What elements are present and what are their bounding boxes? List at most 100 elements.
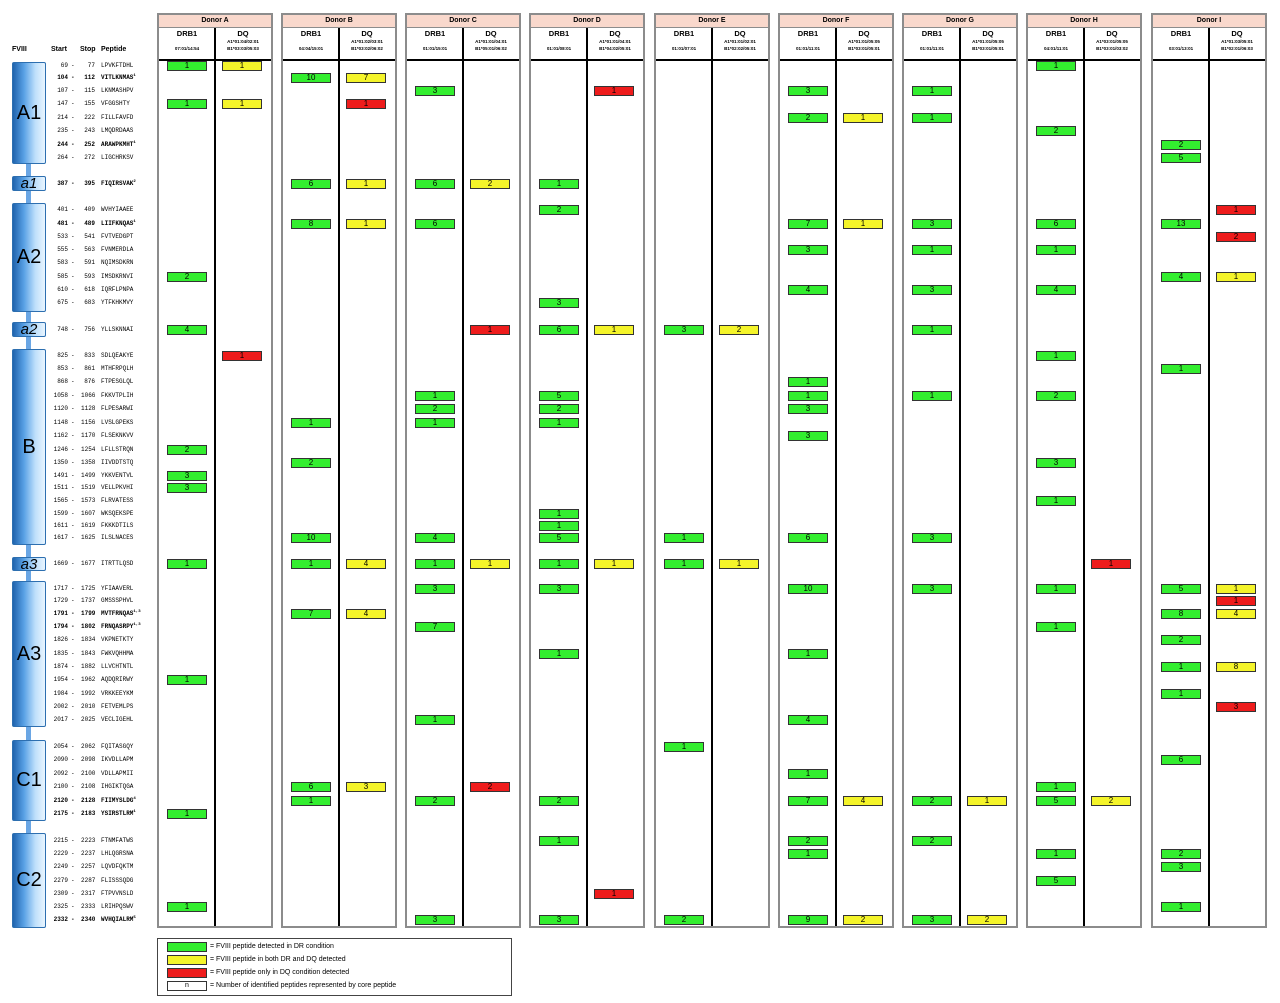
peptide-count-cell: 5: [1161, 153, 1201, 163]
column-divider: [1083, 28, 1085, 926]
range-dash: -: [71, 114, 75, 121]
spacer: [656, 38, 712, 45]
range-dash: -: [71, 743, 75, 750]
peptide-stop: 683: [84, 299, 95, 306]
peptide-start: 1599: [53, 510, 68, 517]
range-dash: -: [71, 837, 75, 844]
peptide-sequence: YKKVENTVL: [101, 472, 134, 479]
peptide-count-cell: 1: [788, 849, 828, 859]
peptide-sequence: IIVDDTSTQ: [101, 459, 134, 466]
range-dash: -: [71, 446, 75, 453]
peptide-count-cell: 4: [167, 325, 207, 335]
peptide-stop: 489: [84, 220, 95, 227]
range-dash: -: [71, 610, 75, 617]
peptide-sequence: LHLQGRSNA: [101, 850, 134, 857]
peptide-stop: 2062: [81, 743, 96, 750]
dq-column-header: DQ A1*01:01/05:05 B1*03:01/05:01: [836, 28, 892, 73]
dq-allele-b: B1*04:02/05:01: [599, 46, 631, 51]
peptide-footnote: 1: [133, 220, 136, 224]
dq-column-header: DQ A1*03:01/05:05 B1*03:01/03:02: [1084, 28, 1140, 73]
donor-title: Donor G: [904, 15, 1016, 28]
range-dash: -: [71, 299, 75, 306]
peptide-start: 2120: [53, 797, 68, 804]
peptide-sequence: FLISSSQDG: [101, 877, 134, 884]
domain-A1-box: A1: [12, 62, 46, 164]
peptide-sequence: ARAWPKMHT1: [101, 141, 136, 148]
drb1-allele: 04:01/11:01: [1043, 46, 1069, 51]
peptide-stop: 1834: [81, 636, 96, 643]
peptide-sequence: MTHFRPQLH: [101, 365, 134, 372]
dq-column-header: DQ A1*01:01/02:01 B1*02:02/05:01: [712, 28, 768, 73]
donor-title: Donor D: [531, 15, 643, 28]
drb1-column-header: DRB1 01:01/07:01: [656, 28, 712, 73]
peptide-count-cell: 1: [664, 559, 704, 569]
domain-label: C2: [16, 869, 42, 891]
peptide-count-cell: 1: [843, 113, 883, 123]
peptide-count-cell: 4: [346, 609, 386, 619]
range-dash: -: [71, 484, 75, 491]
peptide-count-cell: 1: [594, 325, 634, 335]
peptide-start: 853: [57, 365, 68, 372]
peptide-start: 1954: [53, 676, 68, 683]
spacer: [531, 38, 587, 45]
peptide-stop: 1843: [81, 650, 96, 657]
peptide-start: 235: [57, 127, 68, 134]
dq-allele-b: B1*03:01/05:01: [848, 46, 880, 51]
range-dash: -: [71, 392, 75, 399]
peptide-sequence: LRIHPQSWV: [101, 903, 134, 910]
range-dash: -: [71, 87, 75, 94]
peptide-sequence: FKKKDTILS: [101, 522, 134, 529]
peptide-stop: 252: [84, 141, 95, 148]
peptide-sequence: YSIRSTLRM1: [101, 810, 136, 817]
peptide-stop: 1802: [81, 623, 96, 630]
peptide-start: 1617: [53, 534, 68, 541]
dq-allele-a: A1*01:02/03:01: [351, 39, 383, 44]
peptide-count-cell: 2: [912, 796, 952, 806]
peptide-stop: 2340: [81, 916, 96, 923]
range-dash: -: [71, 497, 75, 504]
peptide-count-cell: 1: [1036, 351, 1076, 361]
domain-label: A2: [16, 246, 42, 268]
range-dash: -: [71, 180, 75, 187]
dq-allele-a: A1*01:01/05:05: [972, 39, 1004, 44]
peptide-count-cell: 1: [167, 675, 207, 685]
peptide-start: 2249: [53, 863, 68, 870]
peptide-start: 2092: [53, 770, 68, 777]
stop-header: Stop: [80, 46, 96, 53]
drb1-label: DRB1: [921, 29, 943, 38]
domain-A2-box: A2: [12, 203, 46, 312]
drb1-allele: 01:01/11:01: [795, 46, 821, 51]
peptide-stop: 2317: [81, 890, 96, 897]
dq-column-header: DQ A1*01:03/05:01 B1*02:01/06:03: [1209, 28, 1265, 73]
dq-allele-b: B1*02:01/06:03: [1221, 46, 1253, 51]
range-dash: -: [71, 560, 75, 567]
peptide-stop: 2237: [81, 850, 96, 857]
peptide-count-cell: 6: [291, 782, 331, 792]
peptide-stop: 1254: [81, 446, 96, 453]
peptide-footnote: 1: [133, 141, 136, 145]
peptide-count-cell: 1: [415, 418, 455, 428]
peptide-stop: 1737: [81, 597, 96, 604]
range-dash: -: [71, 783, 75, 790]
range-dash: -: [71, 703, 75, 710]
dq-allele-a: A1*01:01/05:05: [848, 39, 880, 44]
dq-label: DQ: [858, 29, 870, 38]
peptide-footnote: 1,3: [133, 610, 141, 614]
peptide-sequence: ITRTTLQSD: [101, 560, 134, 567]
peptide-count-cell: 4: [788, 715, 828, 725]
column-divider: [1208, 28, 1210, 926]
peptide-count-cell: 6: [1036, 219, 1076, 229]
drb1-label: DRB1: [673, 29, 695, 38]
drb1-column-header: DRB1 07:01/14:54: [159, 28, 215, 73]
range-dash: -: [71, 100, 75, 107]
peptide-start: 2002: [53, 703, 68, 710]
peptide-footnote: 1: [133, 810, 136, 814]
fviii-header: FVIII: [12, 46, 27, 53]
peptide-count-cell: 1: [1161, 902, 1201, 912]
peptide-count-cell: 1: [222, 351, 262, 361]
peptide-count-cell: 3: [788, 431, 828, 441]
start-header: Start: [51, 46, 67, 53]
peptide-stop: 1607: [81, 510, 96, 517]
peptide-sequence: FTNMFATWS: [101, 837, 134, 844]
peptide-sequence: FRNQASRPY1,3: [101, 623, 141, 630]
